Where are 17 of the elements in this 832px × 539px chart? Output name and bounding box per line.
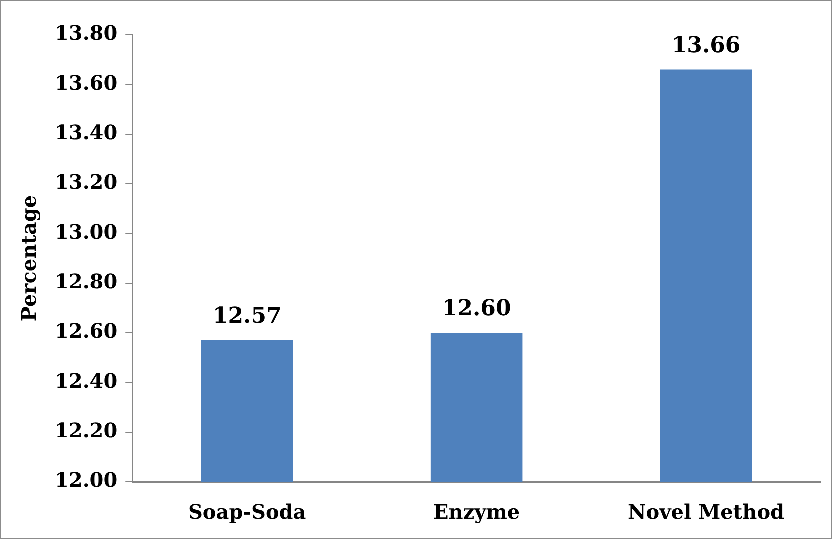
y-axis-title: Percentage — [17, 195, 42, 322]
y-tick-label: 13.60 — [54, 70, 118, 95]
data-label: 12.57 — [212, 303, 282, 330]
y-tick-label: 12.80 — [54, 270, 118, 294]
y-tick-label: 13.00 — [54, 220, 118, 244]
y-tick-label: 13.40 — [54, 120, 118, 145]
y-tick-label: 13.20 — [54, 170, 118, 194]
y-tick-label: 12.20 — [54, 418, 118, 443]
x-tick-label: Soap-Soda — [188, 500, 306, 524]
x-tick-label: Novel Method — [628, 500, 785, 524]
y-tick-label: 12.40 — [54, 368, 118, 393]
y-tick-label: 12.00 — [54, 468, 118, 492]
y-tick-label: 12.60 — [54, 319, 118, 344]
y-tick-label: 13.80 — [54, 21, 118, 46]
data-label: 12.60 — [442, 296, 512, 322]
x-tick-label: Enzyme — [433, 500, 520, 524]
data-label: 13.66 — [672, 32, 741, 58]
